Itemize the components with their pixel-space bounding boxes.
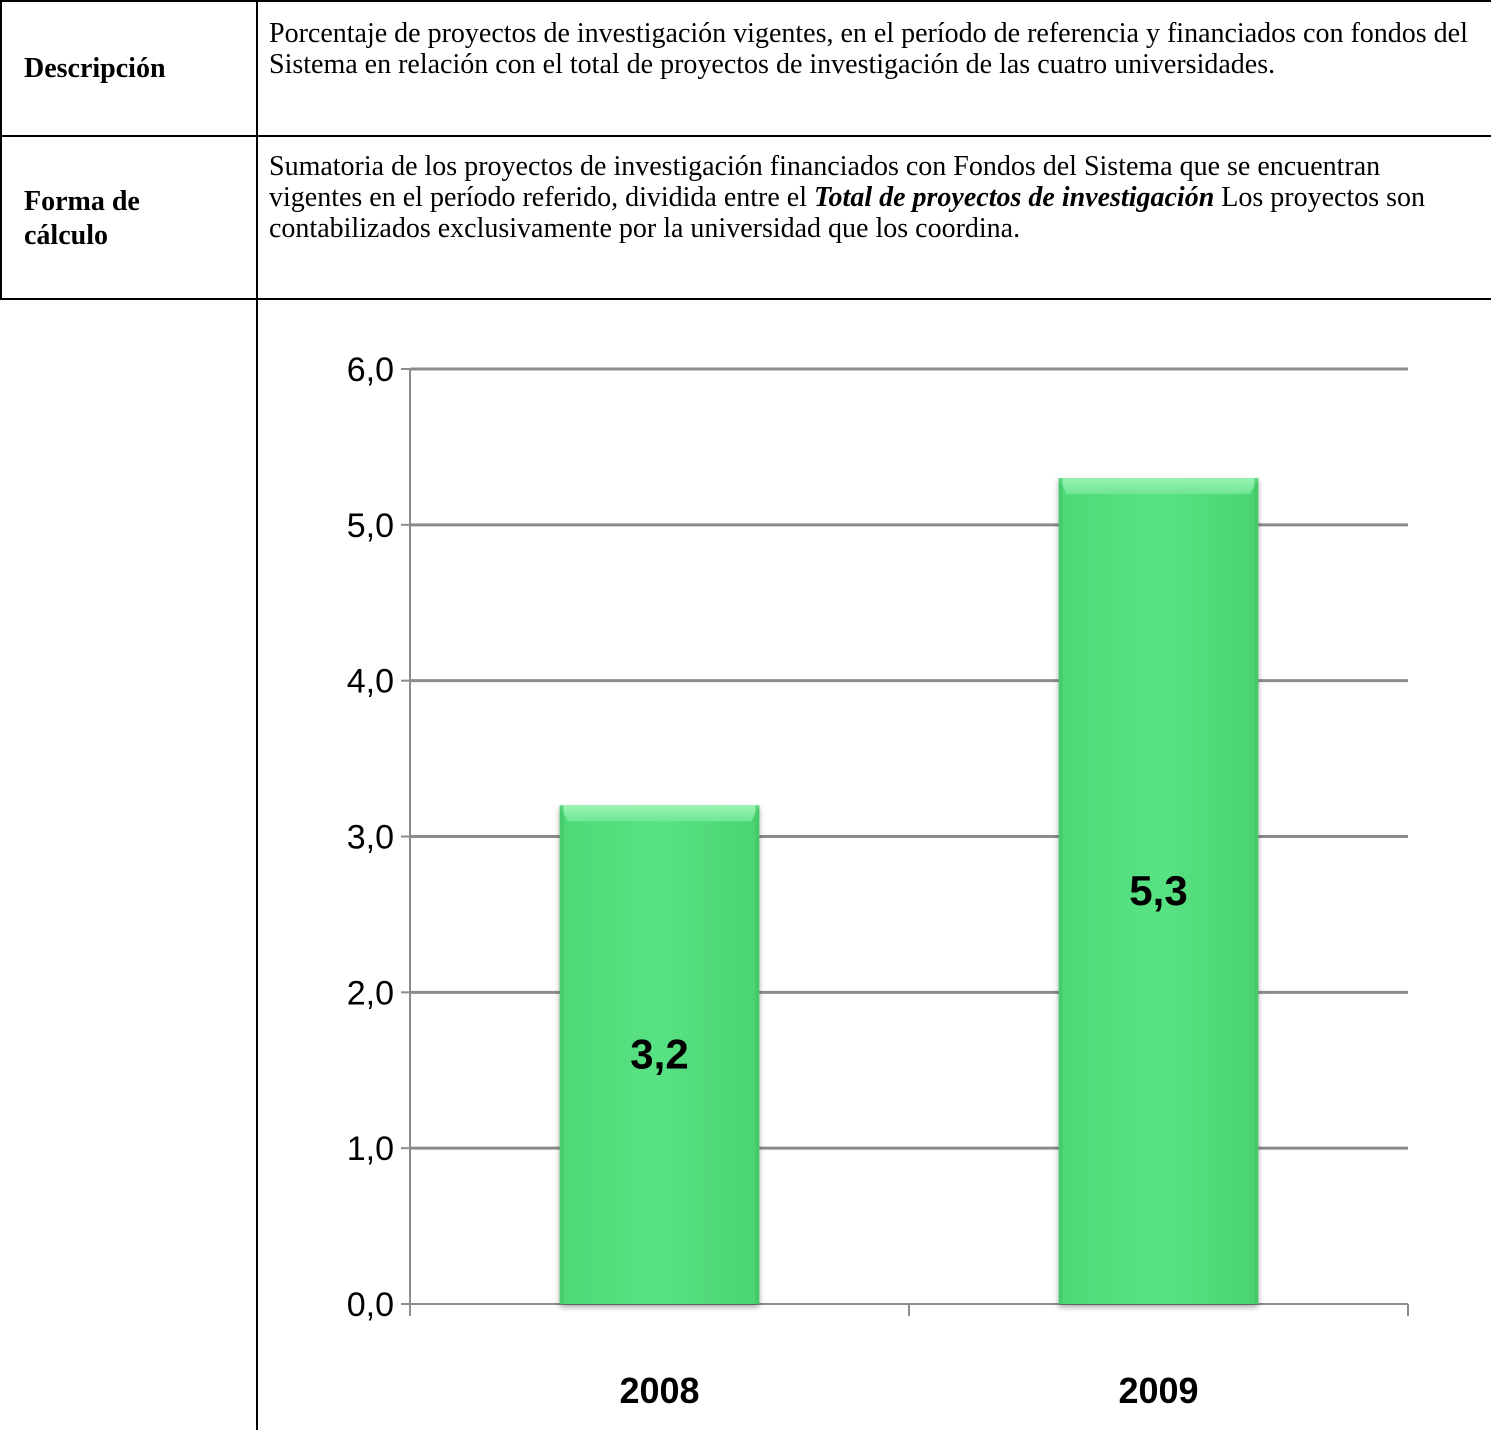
bar-body	[1058, 478, 1259, 1304]
calculation-text-part-2: Los proyectos son contabilizados exclusi…	[269, 182, 1426, 244]
calculation-text-emphasis: Total de proyectos de investigación	[814, 182, 1215, 213]
bar-edge-right	[755, 805, 760, 1304]
y-tick-label: 4,0	[347, 663, 394, 701]
bar-edge-left	[1058, 478, 1063, 1304]
x-category-label: 2008	[619, 1370, 699, 1411]
calculation-text: Sumatoria de los proyectos de investigac…	[269, 151, 1469, 244]
description-label: Descripción	[24, 53, 166, 84]
table-border-row-1	[0, 135, 1491, 137]
data-label: 5,3	[1129, 867, 1187, 914]
chart-labels: 0,0 1,0 2,0 3,0 4,0 5,0 6,0 3,2 2008 5,3 2009	[347, 351, 1199, 1411]
description-text: Porcentaje de proyectos de investigación…	[269, 18, 1468, 80]
y-tick-label: 6,0	[347, 351, 394, 389]
y-tick-label: 1,0	[347, 1130, 394, 1168]
table-border-top	[0, 0, 1491, 2]
calculation-label-line-1: Forma de	[24, 186, 140, 217]
y-tick-label: 2,0	[347, 974, 394, 1012]
bar-bevel-top	[1058, 478, 1259, 495]
y-tick-label: 0,0	[347, 1286, 394, 1324]
data-label: 3,2	[630, 1031, 688, 1078]
calculation-text-part-1: Sumatoria de los proyectos de investigac…	[269, 151, 1381, 213]
table-border-row-2	[0, 298, 1491, 300]
bar-edge-left	[559, 805, 564, 1304]
bar-body	[559, 805, 760, 1304]
bar-chart: 0,0 1,0 2,0 3,0 4,0 5,0 6,0 3,2 2008 5,3 2009	[347, 351, 1409, 1411]
bar-2009	[1058, 478, 1259, 1304]
bars	[559, 478, 1259, 1304]
y-tick-label: 3,0	[347, 819, 394, 857]
bar-bevel-top	[559, 805, 760, 822]
table-border-left	[0, 0, 2, 300]
calculation-label: Forma de cálculo	[24, 185, 140, 253]
bar-2008	[559, 805, 760, 1304]
bar-edge-right	[1254, 478, 1259, 1304]
calculation-label-line-2: cálculo	[24, 220, 108, 251]
table-border-column	[256, 0, 258, 1430]
y-tick-label: 5,0	[347, 507, 394, 545]
x-category-label: 2009	[1118, 1370, 1198, 1411]
